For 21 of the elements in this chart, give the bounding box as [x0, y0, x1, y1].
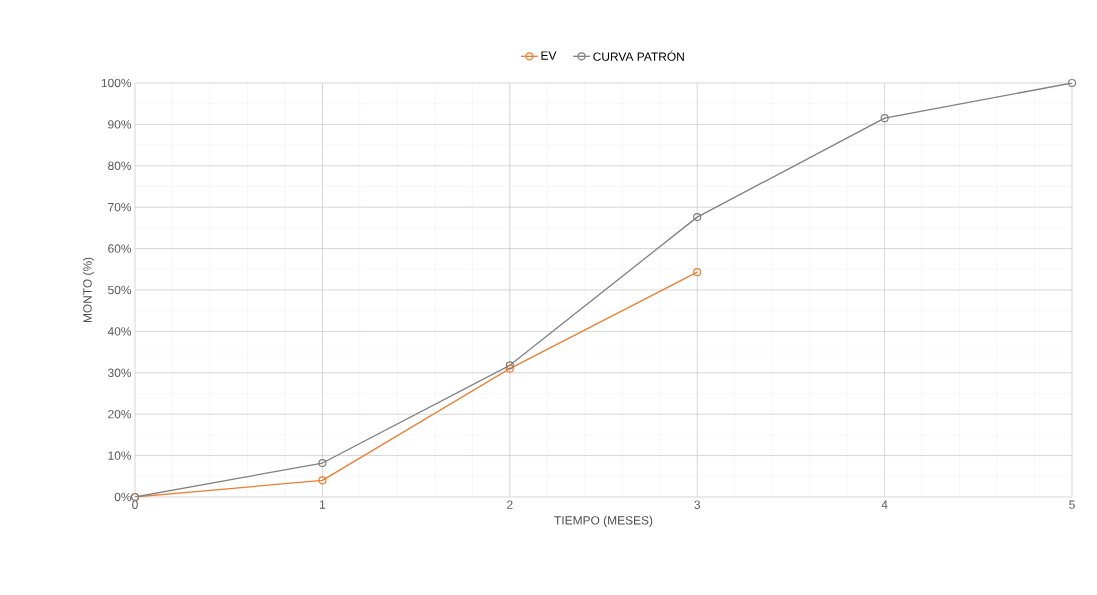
x-tick-label: 4: [881, 500, 888, 509]
x-tick-label: 1: [319, 500, 326, 509]
x-tick-label: 0: [132, 500, 138, 509]
y-tick-label: 50%: [108, 285, 132, 295]
y-tick-label: 70%: [108, 202, 132, 212]
y-tick-label: 40%: [107, 327, 132, 336]
x-tick-label: 3: [694, 500, 701, 509]
y-axis-title: MONTO (%): [82, 257, 95, 323]
y-tick-label: 80%: [108, 161, 132, 171]
legend-label: EV: [541, 51, 557, 60]
y-tick-label: 20%: [108, 409, 132, 419]
y-tick-label: 10%: [108, 451, 132, 460]
legend-label: CURVA PATRÓN: [593, 50, 684, 61]
x-axis-title: TIEMPO (MESES): [554, 515, 653, 527]
x-tick-label: 2: [507, 500, 513, 509]
y-tick-label: 90%: [108, 120, 132, 129]
y-tick-label: 0%: [114, 492, 132, 502]
x-tick-label: 5: [1069, 500, 1075, 509]
y-tick-label: 100%: [101, 78, 132, 88]
y-tick-label: 30%: [108, 368, 132, 378]
y-tick-label: 60%: [108, 244, 132, 253]
